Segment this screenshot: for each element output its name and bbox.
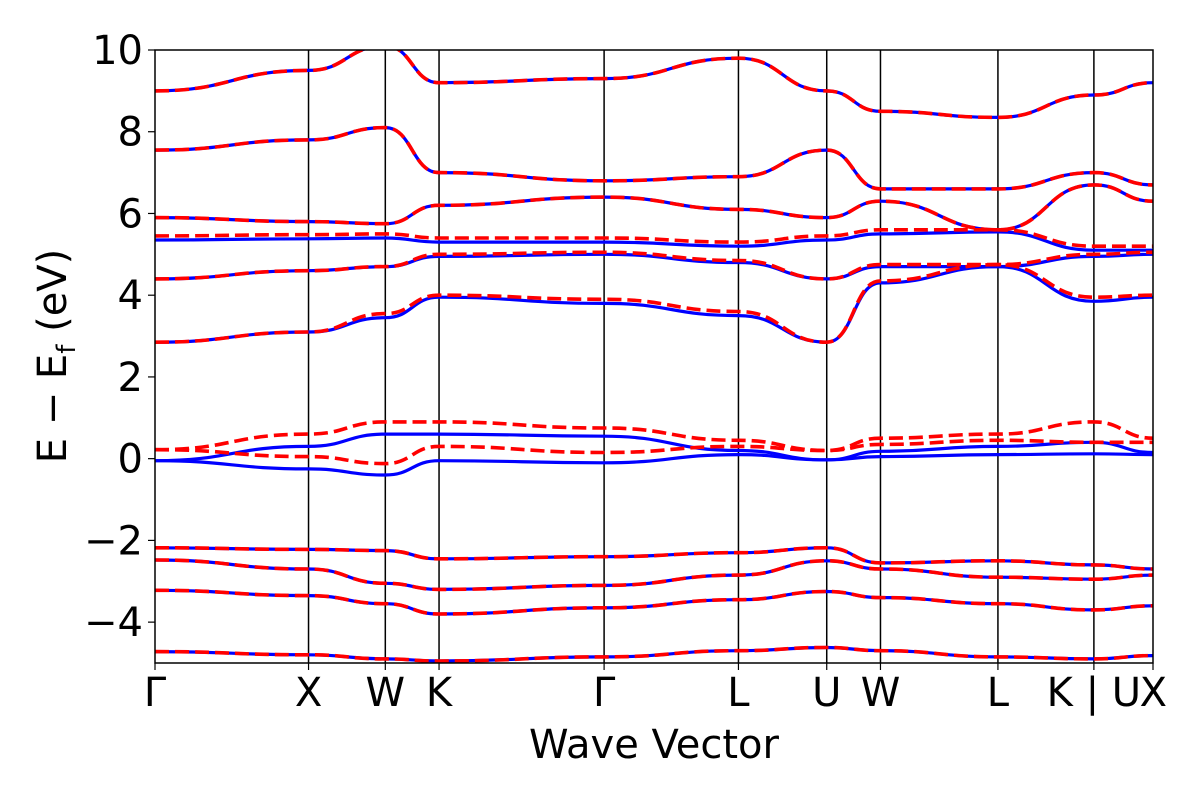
x-axis-title: Wave Vector <box>529 722 780 768</box>
x-tick-label: Γ <box>144 670 167 716</box>
high-symmetry-lines <box>307 50 1095 663</box>
x-tick-label: W <box>366 670 406 716</box>
x-tick-label: L <box>987 670 1010 716</box>
x-tick-label: U <box>812 670 841 716</box>
dashed-band-line <box>155 420 1153 453</box>
dashed-band-line <box>155 588 1153 616</box>
solid-band-line <box>155 252 1153 281</box>
y-tick-label: 2 <box>118 355 143 401</box>
y-tick-label: −4 <box>84 600 143 646</box>
dashed-band-line <box>155 125 1153 191</box>
y-tick-label: 4 <box>118 273 143 319</box>
solid-band-line <box>155 432 1153 463</box>
y-axis-title-subscript: f <box>52 344 82 354</box>
y-tick-label: 10 <box>92 28 143 74</box>
x-tick-label: K <box>426 670 454 716</box>
y-axis-ticks: −4 −2 0 2 4 6 8 10 <box>84 28 155 646</box>
solid-band-line <box>155 230 1153 252</box>
dashed-band-line <box>155 50 1153 120</box>
dashed-band-line <box>155 227 1153 248</box>
y-axis-title: E − Ef (eV) <box>30 249 82 464</box>
dashed-band-line <box>155 438 1153 466</box>
y-tick-label: 8 <box>118 110 143 156</box>
x-tick-label: X <box>1140 670 1167 716</box>
y-axis-title-suffix: (eV) <box>30 249 76 345</box>
dashed-band-line <box>155 645 1153 663</box>
dashed-band-line <box>155 250 1153 281</box>
band-lines <box>155 50 1153 663</box>
x-tick-label: K | U <box>1047 670 1141 716</box>
solid-band-line <box>155 452 1153 477</box>
x-tick-label: X <box>295 670 322 716</box>
y-axis-title-prefix: E − E <box>30 354 76 464</box>
y-tick-label: 0 <box>118 437 143 483</box>
dashed-band-line <box>155 262 1153 345</box>
x-tick-label: Γ <box>593 670 616 716</box>
y-tick-label: −2 <box>84 518 143 564</box>
dashed-band-line <box>155 558 1153 592</box>
x-tick-label: W <box>861 670 901 716</box>
y-tick-label: 6 <box>118 191 143 237</box>
plot-frame <box>154 49 1154 664</box>
x-tick-label: L <box>727 670 750 716</box>
dashed-band-line <box>155 183 1153 232</box>
solid-band-line <box>155 50 1153 120</box>
dashed-band-line <box>155 545 1153 571</box>
solid-band-line <box>155 558 1153 592</box>
